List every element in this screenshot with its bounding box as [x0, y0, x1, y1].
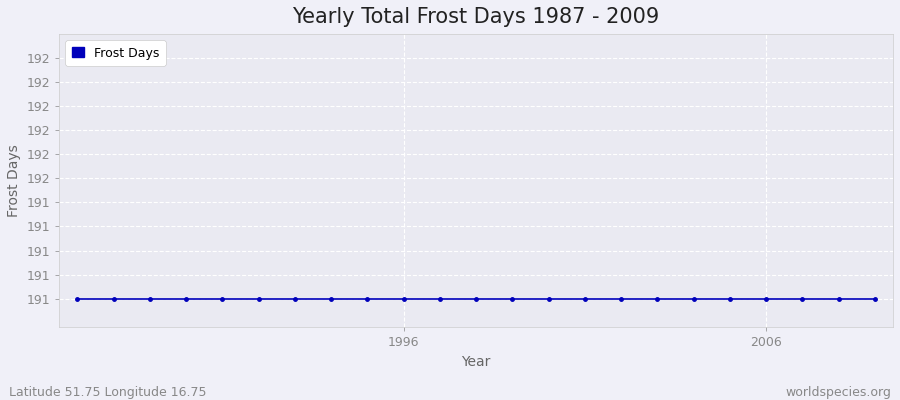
Legend: Frost Days: Frost Days — [66, 40, 166, 66]
Text: worldspecies.org: worldspecies.org — [785, 386, 891, 399]
Y-axis label: Frost Days: Frost Days — [7, 144, 21, 217]
Text: Latitude 51.75 Longitude 16.75: Latitude 51.75 Longitude 16.75 — [9, 386, 206, 399]
X-axis label: Year: Year — [462, 355, 490, 369]
Title: Yearly Total Frost Days 1987 - 2009: Yearly Total Frost Days 1987 - 2009 — [292, 7, 660, 27]
